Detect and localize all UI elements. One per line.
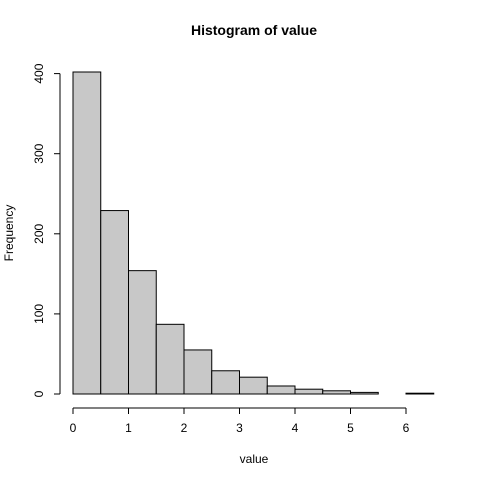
- y-tick-label: 300: [32, 143, 46, 163]
- y-axis-label: Frequency: [2, 205, 16, 262]
- x-tick-label: 1: [125, 421, 132, 435]
- x-tick-label: 6: [403, 421, 410, 435]
- x-tick-label: 5: [347, 421, 354, 435]
- histogram-bar: [405, 392, 435, 395]
- y-tick-label: 0: [32, 390, 46, 397]
- histogram-bar: [266, 385, 296, 395]
- histogram-bar: [183, 349, 213, 395]
- histogram-bar: [72, 71, 102, 395]
- histogram-bar: [211, 370, 240, 395]
- y-axis: 0 100 200 300 400: [32, 63, 61, 397]
- histogram-bar: [294, 388, 324, 395]
- x-axis: 0 1 2 3 4 5 6: [70, 407, 410, 435]
- x-tick-label: 3: [236, 421, 243, 435]
- histogram-bar: [350, 391, 379, 395]
- histogram-bar: [128, 270, 157, 395]
- y-tick-label: 400: [32, 63, 46, 83]
- chart-title: Histogram of value: [191, 22, 317, 38]
- histogram-bar: [322, 390, 351, 395]
- histogram-bar: [100, 210, 129, 395]
- y-tick-label: 200: [32, 223, 46, 243]
- x-tick-label: 4: [292, 421, 299, 435]
- y-tick-label: 100: [32, 304, 46, 324]
- bars-group: [72, 71, 435, 395]
- histogram-bar: [155, 323, 185, 395]
- x-tick-label: 2: [181, 421, 188, 435]
- x-axis-label: value: [240, 452, 269, 466]
- histogram-bar: [239, 376, 268, 395]
- x-tick-label: 0: [70, 421, 77, 435]
